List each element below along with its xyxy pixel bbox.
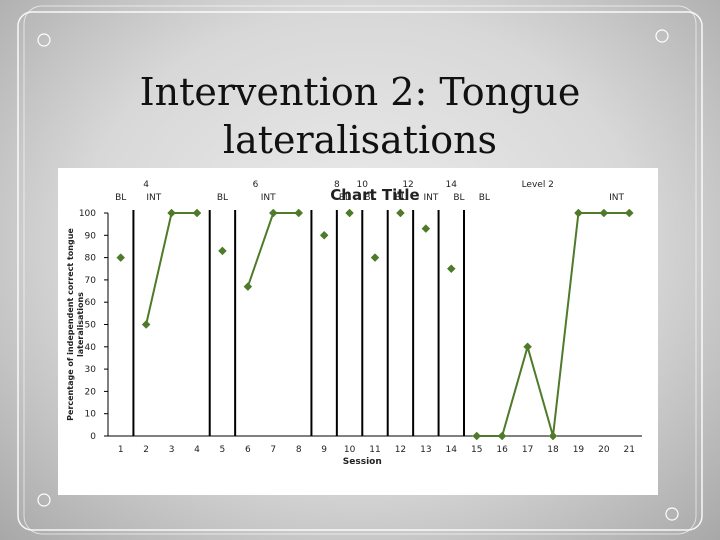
phase-label: 4 xyxy=(143,180,149,190)
y-tick-label: 40 xyxy=(85,343,97,353)
x-tick-label: 11 xyxy=(369,445,380,455)
slide-title: Intervention 2: Tongue lateralisations xyxy=(139,70,581,162)
phase-label: 14 xyxy=(446,180,458,190)
phase-label: BL xyxy=(217,193,228,203)
phase-label: Level 2 xyxy=(522,180,554,190)
phase-label: BL xyxy=(115,193,126,203)
x-tick-label: 16 xyxy=(496,445,508,455)
data-point-marker xyxy=(141,320,151,329)
y-tick-label: 10 xyxy=(85,410,97,420)
data-point-marker xyxy=(116,253,126,262)
x-tick-label: 20 xyxy=(598,445,610,455)
x-tick-label: 17 xyxy=(522,445,533,455)
phase-label: INT xyxy=(146,193,161,203)
phase-label: 12 xyxy=(402,180,413,190)
y-tick-label: 100 xyxy=(79,209,96,219)
data-point-marker xyxy=(192,208,202,218)
phase-label: INT xyxy=(423,193,438,203)
x-tick-label: 15 xyxy=(471,445,482,455)
x-tick-label: 9 xyxy=(321,445,327,455)
x-tick-label: 2 xyxy=(143,445,149,455)
data-point-marker xyxy=(370,253,380,262)
x-tick-label: 4 xyxy=(194,445,200,455)
x-tick-label: 21 xyxy=(624,445,635,455)
data-point-marker xyxy=(319,230,329,240)
data-point-marker xyxy=(396,208,405,218)
y-tick-label: 0 xyxy=(90,432,96,442)
phase-label: BL xyxy=(364,193,375,203)
data-point-marker xyxy=(574,208,583,218)
series-line xyxy=(246,212,299,287)
x-tick-label: 7 xyxy=(270,445,276,455)
phase-label: BL xyxy=(339,193,350,203)
phase-label: INT xyxy=(609,193,624,203)
data-point-marker xyxy=(548,431,558,441)
phase-label: 10 xyxy=(357,180,369,190)
series-line xyxy=(476,212,630,437)
data-point-marker xyxy=(472,431,482,441)
x-tick-label: 18 xyxy=(547,445,559,455)
series-line xyxy=(145,212,197,325)
y-tick-label: 60 xyxy=(85,298,97,308)
phase-label: BL xyxy=(453,193,464,203)
y-axis-label: Percentage of independent correct tongue… xyxy=(66,228,85,421)
data-point-marker xyxy=(243,282,253,291)
data-point-marker xyxy=(421,224,431,233)
y-tick-label: 70 xyxy=(85,276,97,286)
y-tick-label: 50 xyxy=(85,321,97,331)
data-point-marker xyxy=(497,431,507,441)
x-tick-label: 12 xyxy=(395,445,406,455)
y-tick-label: 30 xyxy=(85,365,97,375)
x-tick-label: 3 xyxy=(169,445,175,455)
data-point-marker xyxy=(167,208,176,218)
data-point-marker xyxy=(446,264,456,274)
data-point-marker xyxy=(345,208,354,218)
x-tick-label: 10 xyxy=(344,445,356,455)
x-tick-label: 14 xyxy=(446,445,458,455)
phase-label: BL xyxy=(395,193,406,203)
data-point-marker xyxy=(624,208,634,218)
y-tick-label: 90 xyxy=(85,231,97,241)
data-point-marker xyxy=(294,208,304,218)
x-tick-label: 6 xyxy=(245,445,251,455)
y-tick-label: 20 xyxy=(85,387,97,397)
x-tick-label: 13 xyxy=(420,445,431,455)
x-axis-label: Session xyxy=(343,457,382,467)
x-tick-label: 19 xyxy=(573,445,585,455)
phase-label: 6 xyxy=(253,180,259,190)
x-tick-label: 1 xyxy=(118,445,124,455)
phase-label: 8 xyxy=(334,180,340,190)
data-point-marker xyxy=(218,246,227,256)
data-point-marker xyxy=(523,342,532,352)
phase-label: BL xyxy=(479,193,490,203)
data-point-marker xyxy=(268,208,278,218)
phase-label: INT xyxy=(261,193,276,203)
y-tick-label: 80 xyxy=(85,254,97,264)
data-point-marker xyxy=(599,208,609,218)
chart-title: Chart Title xyxy=(330,186,419,204)
chart-area: Chart Title BL 4 INT BL 6 INT 8 10 BL BL 12 BL INT 14 B… xyxy=(58,168,658,495)
x-tick-label: 8 xyxy=(296,445,302,455)
x-tick-label: 5 xyxy=(220,445,226,455)
